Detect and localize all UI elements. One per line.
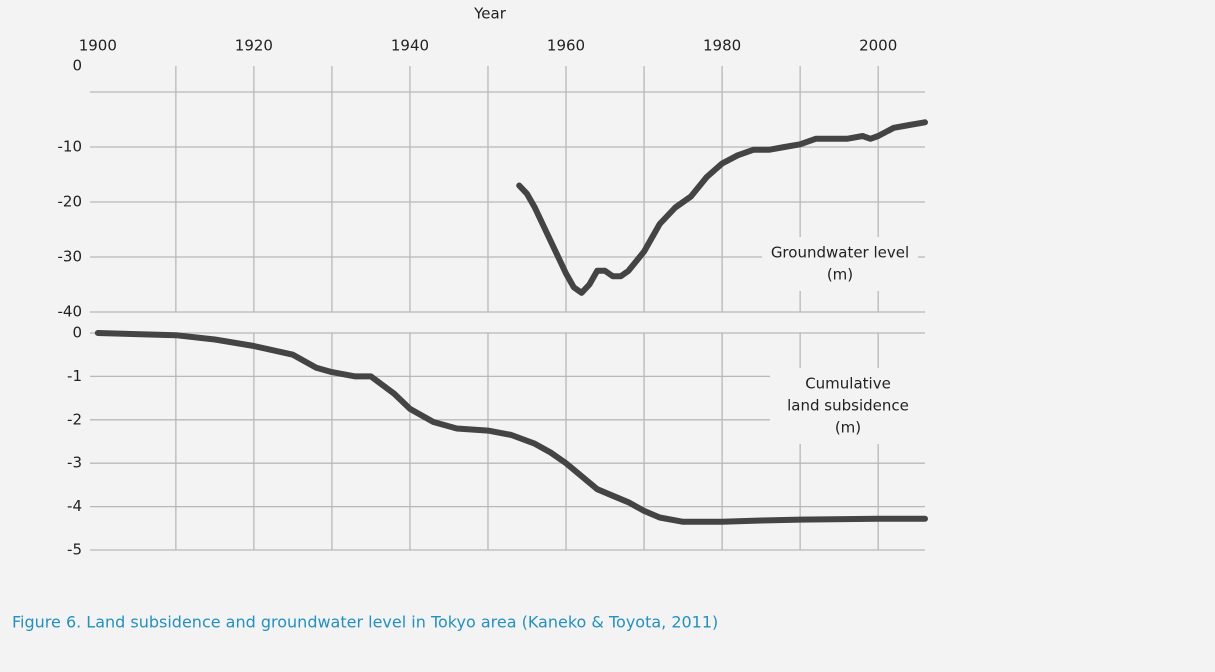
y-tick-label: 0 [72,57,82,75]
y-tick-label: -10 [58,138,83,156]
annotation: (m) [827,266,853,284]
annotation-background [762,237,918,291]
y-tick-label: -5 [67,541,82,559]
y-tick-label: -4 [67,497,82,515]
y-tick-label: -40 [58,303,83,321]
caption: Figure 6. Land subsidence and groundwate… [12,613,718,632]
x-tick-label: 1960 [547,37,585,55]
x-tick-label: 1900 [79,37,117,55]
y-tick-label: -3 [67,454,82,472]
y-tick-label: 0 [72,324,82,342]
y-tick-label: -20 [58,193,83,211]
annotation: Groundwater level [771,244,909,262]
annotation: land subsidence [787,397,909,415]
x-tick-label: 1980 [703,37,741,55]
annotation-background [770,368,926,444]
y-tick-label: -30 [58,248,83,266]
series-line [94,330,928,525]
x-tick-label: 1920 [235,37,273,55]
y-tick-label: -1 [67,367,82,385]
x-tick-label: 1940 [391,37,429,55]
y-tick-label: -2 [67,410,82,428]
annotation: Cumulative [805,375,891,393]
series-line [516,119,928,296]
x-tick-label: 2000 [859,37,897,55]
annotation: (m) [835,419,861,437]
x-axis-label: Year [473,5,507,23]
